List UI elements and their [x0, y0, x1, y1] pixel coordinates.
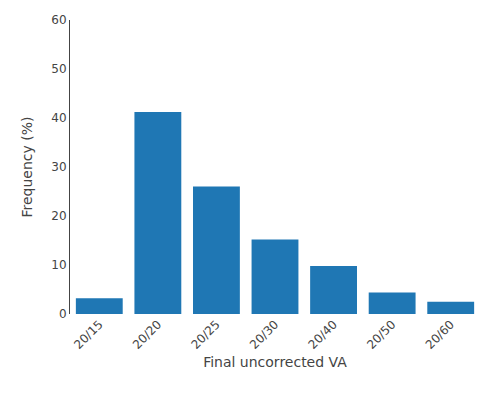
- svg-text:30: 30: [51, 160, 66, 174]
- svg-text:20/30: 20/30: [247, 317, 281, 351]
- svg-text:Frequency (%): Frequency (%): [19, 116, 35, 217]
- svg-text:0: 0: [59, 307, 67, 321]
- svg-text:20/15: 20/15: [71, 317, 105, 351]
- svg-text:20/20: 20/20: [130, 317, 164, 351]
- svg-text:20/50: 20/50: [364, 317, 398, 351]
- svg-text:60: 60: [51, 13, 66, 27]
- svg-text:20/60: 20/60: [423, 317, 457, 351]
- svg-text:Final uncorrected VA: Final uncorrected VA: [203, 354, 347, 370]
- svg-text:40: 40: [51, 111, 66, 125]
- svg-text:10: 10: [51, 258, 66, 272]
- svg-text:20/25: 20/25: [188, 317, 222, 351]
- svg-text:20: 20: [51, 209, 66, 223]
- svg-text:50: 50: [51, 62, 66, 76]
- svg-text:20/40: 20/40: [306, 317, 340, 351]
